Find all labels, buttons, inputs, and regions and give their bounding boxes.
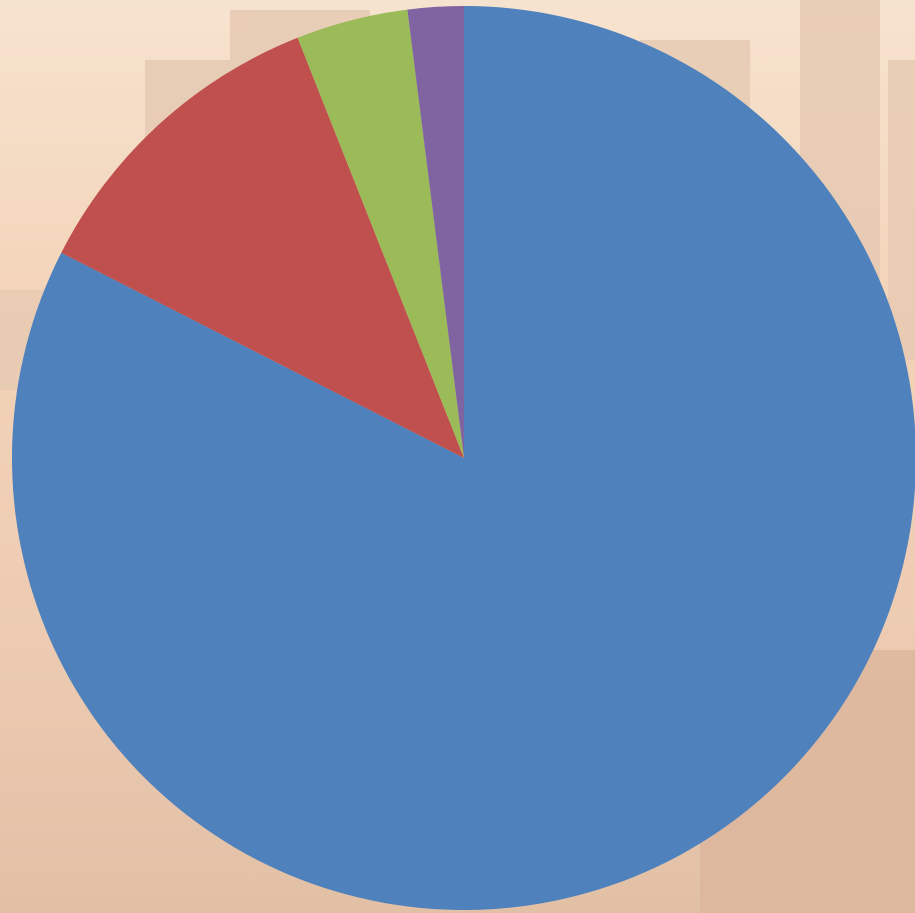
chart	[0, 0, 915, 913]
pie	[12, 6, 915, 910]
page: (() => { const data = JSON.parse(documen…	[0, 0, 915, 913]
